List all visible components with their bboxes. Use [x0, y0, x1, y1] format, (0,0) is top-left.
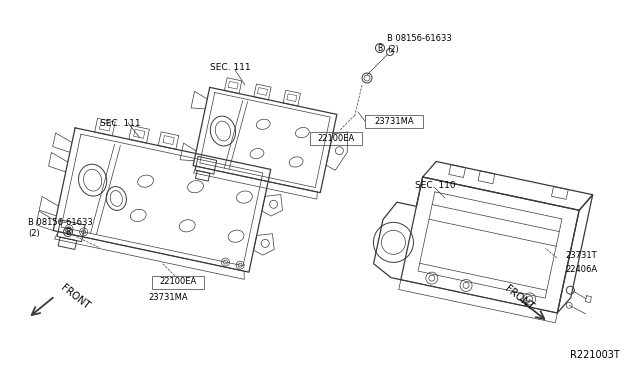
Text: 22100EA: 22100EA [317, 134, 355, 142]
Text: 22406A: 22406A [565, 266, 597, 275]
Text: 22100EA: 22100EA [159, 278, 196, 286]
Text: B: B [378, 44, 383, 52]
Text: FRONT: FRONT [503, 284, 536, 312]
Text: R221003T: R221003T [570, 350, 620, 360]
FancyBboxPatch shape [152, 276, 204, 289]
Text: SEC. 110: SEC. 110 [415, 180, 456, 189]
Text: SEC. 111: SEC. 111 [210, 62, 251, 71]
Text: SEC. 111: SEC. 111 [100, 119, 141, 128]
Text: B 08156-61633
(2): B 08156-61633 (2) [387, 34, 452, 54]
Text: FRONT: FRONT [59, 283, 92, 311]
Text: 23731MA: 23731MA [374, 116, 414, 125]
Text: B: B [65, 228, 70, 237]
Text: 23731MA: 23731MA [148, 292, 188, 301]
Text: B 08156-61633
(2): B 08156-61633 (2) [28, 218, 93, 238]
FancyBboxPatch shape [310, 132, 362, 145]
FancyBboxPatch shape [365, 115, 423, 128]
Text: 23731T: 23731T [565, 250, 596, 260]
